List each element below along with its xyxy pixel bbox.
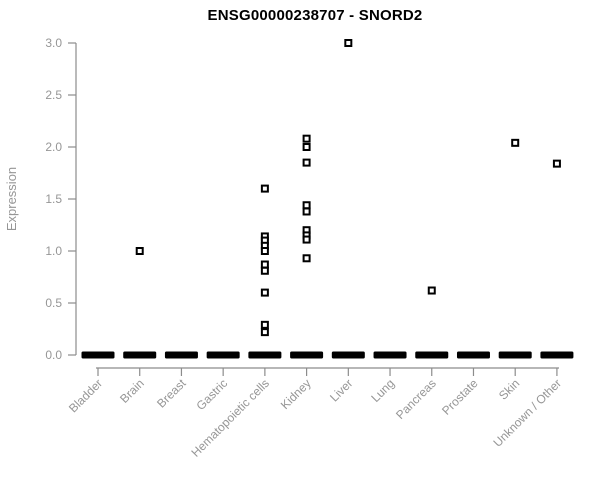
- zero-expression-cluster: [206, 351, 240, 359]
- zero-expression-cluster: [81, 351, 115, 359]
- category-label: Skin: [496, 376, 522, 402]
- category-label: Breast: [154, 376, 189, 411]
- data-point: [302, 201, 311, 210]
- category-label: Liver: [327, 376, 355, 404]
- data-point: [135, 247, 144, 255]
- category-label: Gastric: [194, 376, 231, 413]
- category-label: Hematopoietic cells: [189, 376, 272, 459]
- data-point: [302, 254, 311, 263]
- y-tick-label: 2.0: [45, 140, 62, 154]
- zero-expression-cluster: [540, 351, 574, 359]
- zero-expression-cluster: [248, 351, 282, 359]
- data-point: [511, 138, 520, 147]
- data-point: [260, 266, 269, 275]
- category-label: Lung: [368, 376, 397, 405]
- y-axis: 0.0 0.5 1.0 1.5 2.0 2.5 3.0: [45, 36, 77, 362]
- y-axis-label: Expression: [4, 167, 19, 231]
- data-point: [302, 207, 311, 216]
- zero-expression-cluster: [290, 351, 324, 359]
- y-tick-label: 1.5: [45, 192, 62, 206]
- category-label: Prostate: [439, 376, 481, 418]
- points-group: [81, 39, 574, 359]
- data-point: [302, 158, 311, 167]
- zero-expression-cluster: [415, 351, 449, 359]
- y-tick-label: 3.0: [45, 36, 62, 50]
- zero-expression-cluster: [498, 351, 532, 359]
- zero-expression-cluster: [331, 351, 365, 359]
- data-point: [260, 328, 269, 337]
- data-point: [260, 320, 269, 329]
- chart-title: ENSG00000238707 - SNORD2: [207, 7, 423, 24]
- data-point: [552, 159, 561, 168]
- data-point: [344, 39, 353, 47]
- category-label: Bladder: [66, 376, 105, 415]
- category-label: Brain: [117, 376, 147, 406]
- zero-expression-cluster: [164, 351, 198, 359]
- data-point: [260, 288, 269, 297]
- data-point: [302, 143, 311, 151]
- data-point: [260, 260, 269, 269]
- y-tick-label: 1.0: [45, 244, 62, 258]
- category-label: Pancreas: [393, 376, 439, 422]
- y-tick-label: 2.5: [45, 88, 62, 102]
- zero-expression-cluster: [123, 351, 157, 359]
- data-point: [260, 184, 269, 193]
- y-tick-label: 0.0: [45, 348, 62, 362]
- category-label: Kidney: [278, 376, 314, 412]
- data-point: [302, 235, 311, 244]
- y-tick-label: 0.5: [45, 296, 62, 310]
- zero-expression-cluster: [456, 351, 490, 359]
- data-point: [427, 286, 436, 295]
- data-point: [260, 247, 269, 255]
- data-point: [302, 134, 311, 143]
- zero-expression-cluster: [373, 351, 407, 359]
